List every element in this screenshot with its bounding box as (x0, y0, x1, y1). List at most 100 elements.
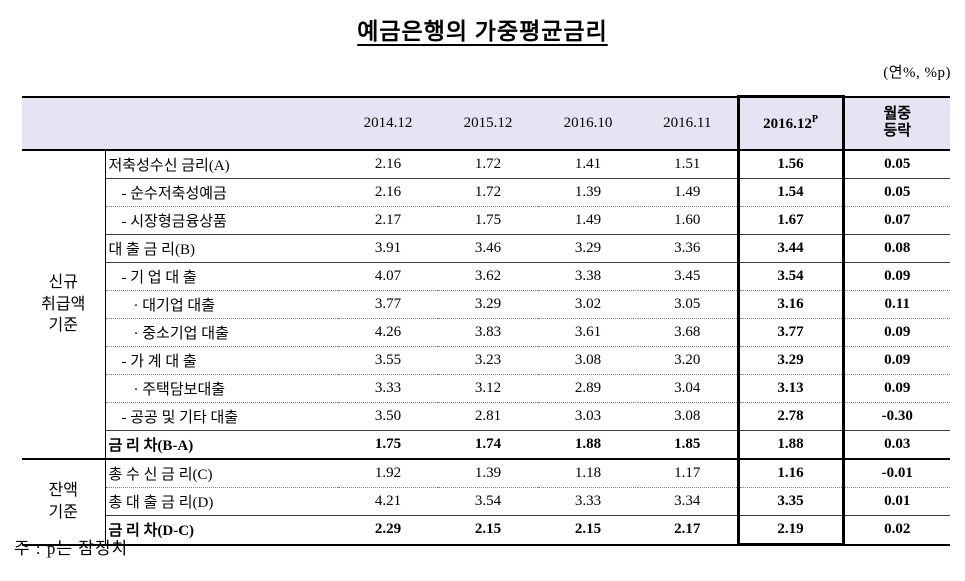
value-monthly-change: 0.02 (884, 521, 911, 538)
value-cell: 2.17 (674, 521, 701, 538)
col-header-2016-10: 2016.10 (538, 96, 638, 151)
value-monthly-change: 0.08 (843, 234, 950, 263)
value-cell: 3.61 (538, 318, 638, 347)
value-cell: 3.62 (438, 262, 538, 291)
value-cell: 1.75 (338, 430, 438, 460)
value-2016-12: 1.56 (736, 150, 845, 179)
value-cell: 3.46 (438, 234, 538, 263)
table-row: 신규 취급액 기준 저축성수신 금리(A) 2.16 1.72 1.41 1.51 1.56… (22, 150, 950, 460)
value-cell: 3.68 (638, 318, 738, 347)
row-label: 총 수 신 금 리(C) (105, 459, 338, 488)
table-row: 금 리 차(B-A) 1.75 1.74 1.88 1.85 1.88 0.03 (22, 430, 950, 460)
value-cell: 3.77 (338, 290, 438, 319)
value-monthly-change: -0.01 (843, 459, 950, 488)
table-row: - 순수저축성예금 2.16 1.72 1.39 1.49 1.54 0.05 (22, 178, 950, 207)
row-label: · 중소기업 대출 (105, 318, 338, 347)
value-2016-12: 1.88 (736, 430, 845, 460)
value-2016-12: 3.54 (736, 262, 845, 291)
provisional-superscript: P (811, 114, 818, 125)
row-label: - 시장형금융상품 (105, 206, 338, 235)
value-cell: 1.17 (638, 459, 738, 488)
value-cell: 1.92 (338, 459, 438, 488)
value-cell: 3.08 (538, 346, 638, 375)
value-cell: 1.88 (538, 430, 638, 460)
value-cell: 3.83 (438, 318, 538, 347)
value-cell: 2.16 (338, 150, 438, 179)
row-label: 대 출 금 리(B) (105, 234, 338, 263)
value-2016-12: 1.16 (736, 459, 845, 488)
value-cell: 2.81 (438, 402, 538, 431)
value-cell: 1.60 (638, 206, 738, 235)
value-cell: 1.74 (438, 430, 538, 460)
row-label: · 주택담보대출 (105, 374, 338, 403)
value-cell: 1.18 (538, 459, 638, 488)
value-cell: 3.05 (638, 290, 738, 319)
unit-note: (연%, %p) (883, 65, 951, 81)
value-monthly-change: 0.03 (843, 430, 950, 460)
table-row: - 시장형금융상품 2.17 1.75 1.49 1.60 1.67 0.07 (22, 206, 950, 235)
value-cell: 3.08 (638, 402, 738, 431)
value-cell: 3.04 (638, 374, 738, 403)
value-2016-12: 3.77 (736, 318, 845, 347)
col-header-2015-12: 2015.12 (438, 96, 538, 151)
table-row: · 중소기업 대출 4.26 3.83 3.61 3.68 3.77 0.09 (22, 318, 950, 347)
value-cell: 1.85 (638, 430, 738, 460)
value-cell: 1.72 (438, 178, 538, 207)
value-cell: 3.54 (438, 487, 538, 516)
value-cell: 2.15 (574, 521, 602, 538)
col-header-2014-12: 2014.12 (338, 96, 438, 151)
row-label: 금 리 차(B-A) (105, 430, 338, 460)
col-header-monthly-change: 월중 등락 (843, 96, 950, 151)
row-label: - 가 계 대 출 (105, 346, 338, 375)
value-cell: 2.29 (374, 521, 402, 538)
value-cell: 3.33 (338, 374, 438, 403)
value-cell: 3.12 (438, 374, 538, 403)
value-cell: 1.39 (438, 459, 538, 488)
value-cell: 1.75 (438, 206, 538, 235)
value-cell: 1.49 (538, 206, 638, 235)
row-label: · 대기업 대출 (105, 290, 338, 319)
row-label: 총 대 출 금 리(D) (105, 487, 338, 516)
value-2016-12: 3.35 (736, 487, 845, 516)
footnote: 주 : p는 잠정치 (14, 539, 129, 558)
value-cell: 3.03 (538, 402, 638, 431)
table-row: · 주택담보대출 3.33 3.12 2.89 3.04 3.13 0.09 (22, 374, 950, 403)
value-cell: 3.55 (338, 346, 438, 375)
table-row: - 기 업 대 출 4.07 3.62 3.38 3.45 3.54 0.09 (22, 262, 950, 291)
value-monthly-change: 0.09 (843, 262, 950, 291)
col-header-2016-12-label: 2016.12 (763, 116, 812, 132)
value-2016-12: 3.29 (736, 346, 845, 375)
group-label: 잔액 기준 (22, 459, 106, 546)
value-cell: 1.39 (538, 178, 638, 207)
value-monthly-change: 0.09 (843, 346, 950, 375)
table-row: 총 대 출 금 리(D) 4.21 3.54 3.33 3.34 3.35 0.01 (22, 487, 950, 516)
row-label: 금 리 차(D-C) (108, 523, 195, 540)
value-cell: 3.91 (338, 234, 438, 263)
value-cell: 3.02 (538, 290, 638, 319)
value-monthly-change: -0.30 (843, 402, 950, 431)
table-row: 금 리 차(D-C) 2.29 2.15 2.15 2.17 2.19 0.02 (22, 515, 950, 546)
value-monthly-change: 0.07 (843, 206, 950, 235)
value-cell: 1.51 (638, 150, 738, 179)
value-2016-12: 1.67 (736, 206, 845, 235)
value-cell: 3.20 (638, 346, 738, 375)
value-monthly-change: 0.11 (843, 290, 950, 319)
value-2016-12: 2.19 (736, 515, 845, 546)
row-label: - 공공 및 기타 대출 (105, 402, 338, 431)
value-2016-12: 3.16 (736, 290, 845, 319)
col-header-2016-11: 2016.11 (638, 96, 738, 151)
table-row: 잔액 기준 총 수 신 금 리(C) 1.92 1.39 1.18 1.17 1.16 -0.… (22, 459, 950, 546)
value-cell: 4.07 (338, 262, 438, 291)
value-cell: 1.49 (638, 178, 738, 207)
value-cell: 4.21 (338, 487, 438, 516)
value-monthly-change: 0.09 (843, 374, 950, 403)
row-label: - 순수저축성예금 (105, 178, 338, 207)
value-monthly-change: 0.05 (843, 150, 950, 179)
header-empty-corner (22, 96, 338, 151)
rates-table: 2014.12 2015.12 2016.10 2016.11 2016.12P… (22, 95, 950, 546)
value-2016-12: 3.44 (736, 234, 845, 263)
header-row: 2014.12 2015.12 2016.10 2016.11 2016.12P… (22, 95, 950, 151)
value-2016-12: 3.13 (736, 374, 845, 403)
table-row: - 공공 및 기타 대출 3.50 2.81 3.03 3.08 2.78 -0.30 (22, 402, 950, 431)
